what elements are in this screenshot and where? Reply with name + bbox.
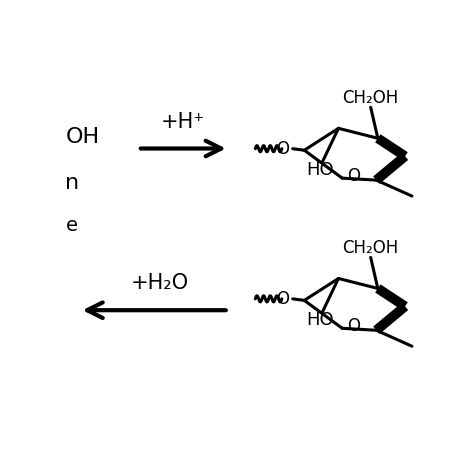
Text: HO: HO <box>306 161 334 179</box>
Text: OH: OH <box>65 127 100 147</box>
Text: CH₂OH: CH₂OH <box>343 89 399 107</box>
Text: n: n <box>65 173 80 193</box>
Text: CH₂OH: CH₂OH <box>343 239 399 257</box>
Text: O: O <box>277 140 290 158</box>
Text: O: O <box>347 317 360 335</box>
Text: +H⁺: +H⁺ <box>161 111 205 132</box>
Text: O: O <box>277 290 290 308</box>
Text: e: e <box>65 216 77 235</box>
Text: HO: HO <box>306 311 334 329</box>
Text: +H₂O: +H₂O <box>131 273 189 293</box>
Text: O: O <box>347 167 360 185</box>
